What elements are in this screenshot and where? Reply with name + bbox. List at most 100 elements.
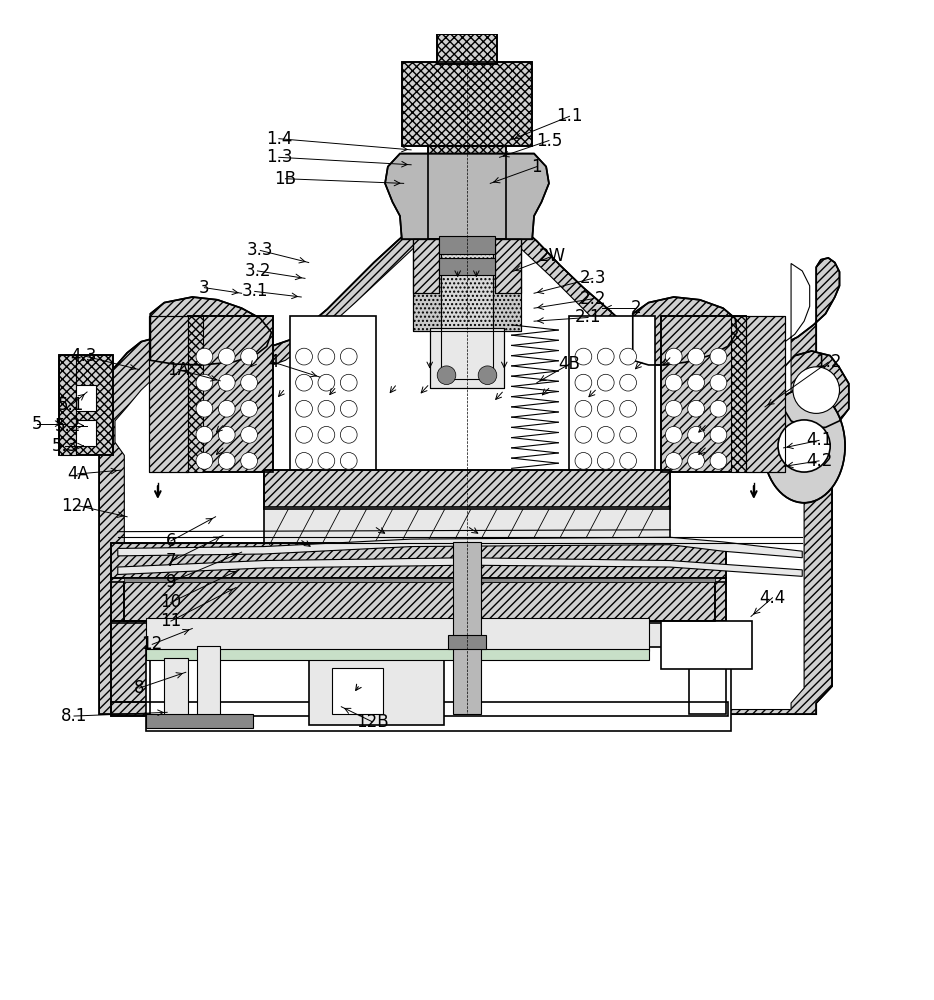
Bar (437, 34, 497, 64)
Circle shape (710, 374, 727, 391)
Bar (111, 578, 726, 623)
Circle shape (620, 348, 636, 365)
Text: 11: 11 (161, 612, 181, 630)
Ellipse shape (763, 389, 845, 503)
Circle shape (318, 374, 334, 391)
Circle shape (296, 348, 312, 365)
Circle shape (575, 426, 592, 443)
Bar (186, 316, 203, 472)
Text: 2W: 2W (539, 247, 566, 265)
Bar (76, 385, 96, 411)
Bar (111, 621, 150, 714)
Bar (448, 635, 486, 649)
Bar (413, 239, 439, 293)
Circle shape (710, 453, 727, 469)
Circle shape (687, 348, 704, 365)
Bar (413, 239, 521, 331)
Polygon shape (150, 297, 272, 365)
Circle shape (196, 400, 213, 417)
Text: 4B: 4B (559, 355, 580, 373)
Bar (402, 62, 532, 146)
Text: 4.4: 4.4 (759, 589, 785, 607)
Text: 9: 9 (165, 573, 177, 591)
Bar (264, 470, 670, 509)
Circle shape (478, 366, 497, 385)
Text: 1.2: 1.2 (815, 353, 842, 371)
Bar (430, 328, 504, 388)
Polygon shape (385, 154, 549, 239)
Bar (264, 470, 670, 509)
Text: 12B: 12B (356, 713, 389, 731)
Bar (111, 702, 728, 716)
Text: 5.2: 5.2 (55, 417, 81, 435)
Text: 4.2: 4.2 (806, 452, 832, 470)
Circle shape (241, 348, 258, 365)
Circle shape (219, 374, 235, 391)
Circle shape (575, 400, 592, 417)
Bar (332, 668, 383, 714)
Bar (197, 646, 220, 716)
Bar (188, 316, 274, 472)
Circle shape (318, 453, 334, 469)
Text: 1.1: 1.1 (556, 107, 583, 125)
Text: 3.2: 3.2 (244, 262, 271, 280)
Bar (570, 316, 655, 472)
Circle shape (620, 400, 636, 417)
Text: A: A (142, 465, 153, 480)
Circle shape (687, 426, 704, 443)
Bar (731, 316, 746, 472)
Text: 1.3: 1.3 (265, 148, 292, 166)
Text: 3: 3 (199, 279, 210, 297)
Bar (660, 316, 746, 472)
Bar (453, 542, 481, 714)
Text: 3.3: 3.3 (247, 241, 274, 259)
Text: 1B: 1B (275, 170, 296, 188)
Bar (124, 582, 715, 621)
Circle shape (296, 400, 312, 417)
Bar (146, 714, 253, 728)
Circle shape (598, 374, 615, 391)
Circle shape (598, 426, 615, 443)
Text: 2.2: 2.2 (579, 290, 606, 308)
Bar (76, 420, 96, 446)
Circle shape (687, 453, 704, 469)
Circle shape (318, 426, 334, 443)
Circle shape (196, 426, 213, 443)
Bar (688, 621, 726, 714)
Bar (430, 328, 504, 388)
Text: 4.3: 4.3 (70, 347, 96, 365)
Circle shape (340, 426, 357, 443)
Circle shape (575, 453, 592, 469)
Circle shape (710, 426, 727, 443)
Circle shape (620, 374, 636, 391)
Text: 12A: 12A (62, 497, 94, 515)
Bar (59, 355, 113, 455)
Text: 6: 6 (165, 532, 177, 550)
Text: 4A: 4A (67, 465, 89, 483)
Circle shape (296, 426, 312, 443)
Circle shape (241, 374, 258, 391)
Text: 2: 2 (631, 299, 642, 317)
Circle shape (710, 400, 727, 417)
Circle shape (710, 348, 727, 365)
Polygon shape (784, 351, 849, 427)
Text: 5.1: 5.1 (58, 396, 84, 414)
Circle shape (241, 400, 258, 417)
Text: 1.5: 1.5 (536, 132, 562, 150)
Bar (111, 578, 726, 623)
Circle shape (241, 426, 258, 443)
Bar (437, 34, 497, 64)
Bar (746, 316, 785, 472)
Bar (164, 658, 188, 716)
Circle shape (196, 374, 213, 391)
Text: 5: 5 (32, 415, 42, 433)
Bar (149, 316, 188, 472)
Circle shape (196, 348, 213, 365)
Text: 8: 8 (134, 679, 145, 697)
Circle shape (318, 348, 334, 365)
Bar (146, 649, 648, 660)
Bar (428, 146, 506, 239)
Text: 2.3: 2.3 (579, 269, 606, 287)
Text: 2.1: 2.1 (574, 308, 601, 326)
Bar (146, 618, 648, 651)
